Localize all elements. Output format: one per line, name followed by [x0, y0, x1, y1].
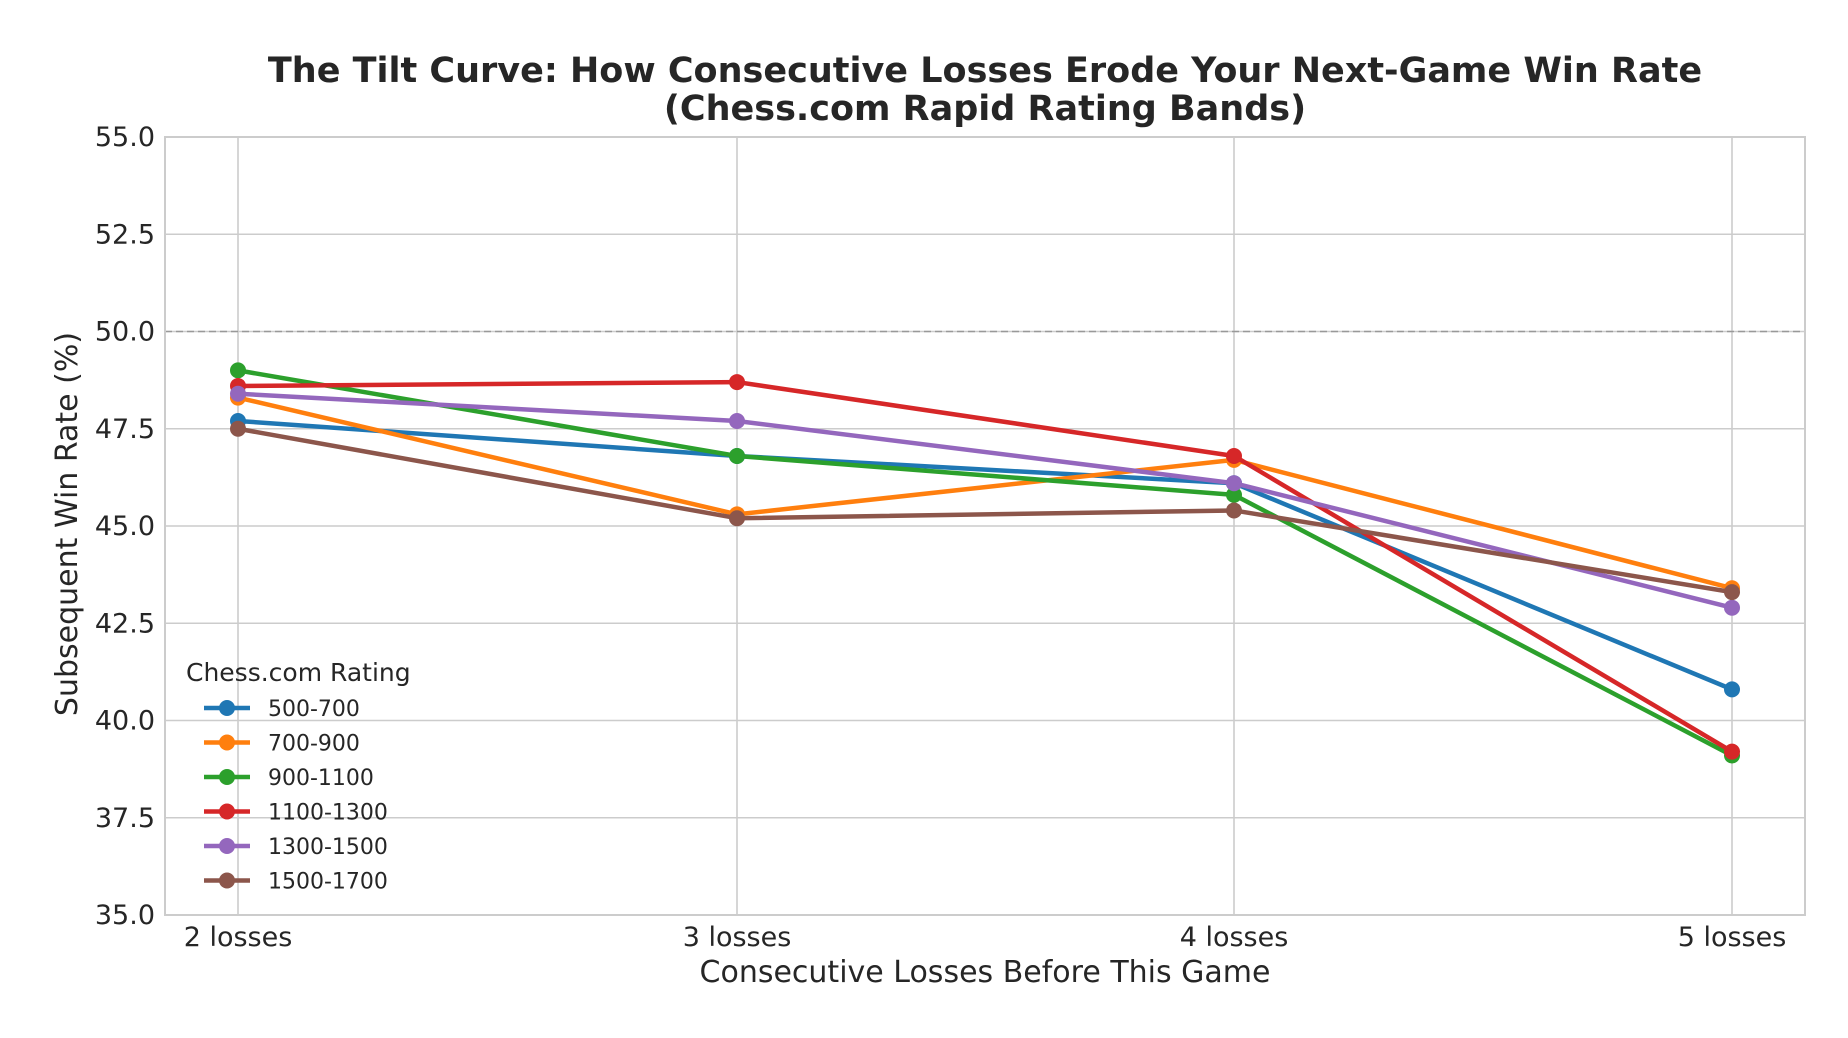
legend: Chess.com Rating 500-700 700-900 900-1100 1… [186, 658, 411, 895]
data-point [1226, 447, 1242, 464]
series-1500-1700 [230, 420, 1740, 601]
legend-swatch-marker [219, 769, 235, 785]
chart-subtitle: (Chess.com Rapid Rating Bands) [664, 89, 1306, 129]
legend-label: 1300-1500 [268, 835, 388, 860]
legend-swatch-marker [219, 838, 235, 854]
series-line [235, 379, 1735, 754]
y-tick-label: 47.5 [95, 414, 155, 445]
legend-swatch-marker [219, 700, 235, 716]
chart-title: The Tilt Curve: How Consecutive Losses E… [268, 51, 1702, 91]
y-tick-labels: 35.0 37.5 40.0 42.5 45.0 47.5 50.0 52.5 55.0 [95, 122, 155, 931]
data-point [1226, 502, 1242, 519]
series-line [235, 368, 1735, 758]
legend-item: 1300-1500 [204, 835, 388, 860]
series-line [235, 418, 1735, 692]
data-point [230, 385, 246, 402]
y-tick-label: 52.5 [95, 219, 155, 250]
x-axis-label: Consecutive Losses Before This Game [700, 955, 1271, 990]
data-point [1724, 599, 1740, 616]
data-point [729, 374, 745, 391]
x-tick-label: 3 losses [683, 922, 792, 953]
y-tick-label: 50.0 [95, 317, 155, 348]
legend-item: 1100-1300 [204, 801, 388, 826]
x-tick-label: 2 losses [184, 922, 293, 953]
series-1300-1500 [230, 385, 1740, 616]
legend-item: 1500-1700 [204, 870, 388, 895]
data-point [230, 362, 246, 379]
legend-label: 1100-1300 [268, 801, 388, 826]
legend-swatch-marker [219, 803, 235, 820]
plot-area-frame [164, 136, 1806, 916]
data-point [230, 420, 246, 437]
series-group [230, 362, 1740, 764]
legend-swatch-marker [219, 734, 235, 751]
legend-label: 500-700 [268, 697, 360, 722]
legend-title: Chess.com Rating [186, 658, 411, 687]
legend-item: 900-1100 [204, 766, 374, 791]
y-tick-label: 55.0 [95, 122, 155, 153]
y-axis-label: Subsequent Win Rate (%) [50, 332, 85, 716]
y-tick-label: 35.0 [95, 900, 155, 931]
y-tick-label: 40.0 [95, 706, 155, 737]
data-point [1226, 486, 1242, 503]
y-tick-label: 45.0 [95, 511, 155, 542]
data-point [1724, 681, 1740, 698]
legend-label: 700-900 [268, 732, 360, 757]
legend-items: 500-700 700-900 900-1100 1100-1300 1300-1500… [204, 697, 388, 895]
x-tick-label: 5 losses [1678, 922, 1787, 953]
legend-swatch-marker [219, 872, 235, 889]
legend-item: 500-700 [204, 697, 360, 722]
x-tick-labels: 2 losses 3 losses 4 losses 5 losses [184, 922, 1787, 953]
data-point [729, 412, 745, 429]
x-tick-label: 4 losses [1180, 922, 1289, 953]
data-point [729, 447, 745, 464]
series-line [235, 395, 1735, 591]
series-1100-1300 [230, 374, 1740, 760]
y-tick-label: 42.5 [95, 608, 155, 639]
data-point [729, 510, 745, 527]
legend-label: 1500-1700 [268, 870, 388, 895]
legend-item: 700-900 [204, 732, 360, 757]
data-point [1724, 743, 1740, 760]
legend-label: 900-1100 [268, 766, 374, 791]
data-point [1226, 475, 1242, 492]
series-900-1100 [230, 362, 1740, 764]
y-tick-label: 37.5 [95, 803, 155, 834]
series-line [235, 426, 1735, 595]
data-point [1724, 584, 1740, 601]
series-line [235, 391, 1735, 610]
